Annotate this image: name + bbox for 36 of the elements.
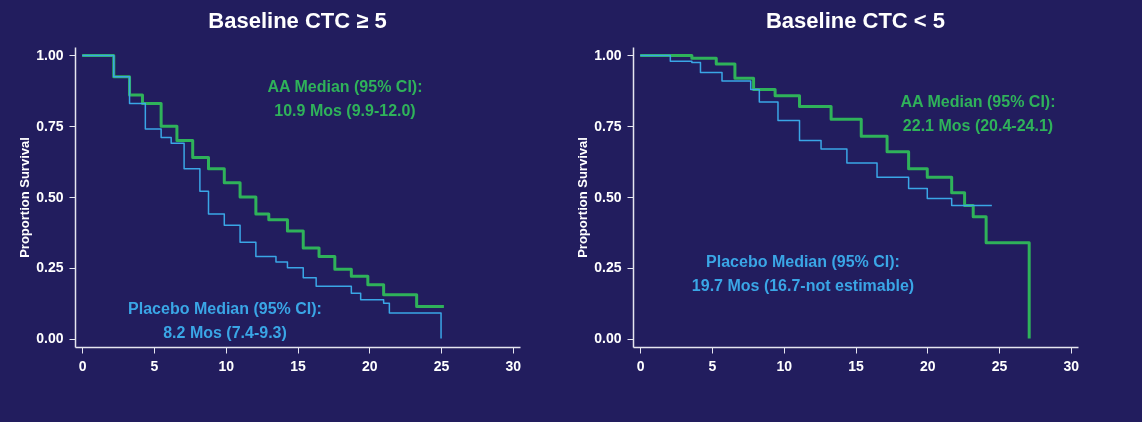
x-tick-label: 30	[505, 357, 522, 374]
x-tick-label: 20	[919, 357, 936, 374]
x-tick-label: 25	[433, 357, 450, 374]
annotation: AA Median (95% CI):	[267, 78, 423, 95]
y-tick-label: 0.00	[594, 330, 622, 347]
y-tick-label: 1.00	[594, 46, 622, 63]
annotation: Placebo Median (95% CI):	[706, 253, 900, 270]
x-tick-label: 10	[776, 357, 793, 374]
x-tick-label: 0	[636, 357, 645, 374]
x-tick-label: 25	[991, 357, 1008, 374]
y-tick-label: 0.25	[36, 259, 64, 276]
y-axis-title: Proportion Survival	[575, 137, 591, 258]
x-tick-label: 5	[150, 357, 159, 374]
y-axis-title: Proportion Survival	[17, 137, 33, 258]
annotation: AA Median (95% CI):	[900, 93, 1056, 110]
annotation: 22.1 Mos (20.4-24.1)	[902, 117, 1054, 134]
annotation: 19.7 Mos (16.7-not estimable)	[691, 277, 915, 294]
annotation: 8.2 Mos (7.4-9.3)	[163, 324, 287, 341]
y-tick-label: 0.00	[36, 330, 64, 347]
y-tick-label: 1.00	[36, 46, 64, 63]
x-tick-label: 15	[290, 357, 306, 374]
chart-title: Baseline CTC ≥ 5	[208, 8, 387, 33]
y-tick-label: 0.50	[594, 188, 622, 205]
x-tick-label: 0	[78, 357, 87, 374]
x-tick-label: 20	[361, 357, 378, 374]
x-tick-label: 10	[218, 357, 235, 374]
chart-title: Baseline CTC < 5	[765, 8, 946, 33]
annotation: 10.9 Mos (9.9-12.0)	[274, 102, 416, 119]
y-tick-label: 0.75	[36, 117, 64, 134]
y-tick-label: 0.50	[36, 188, 64, 205]
y-tick-label: 0.75	[594, 117, 622, 134]
x-tick-label: 5	[708, 357, 717, 374]
annotation: Placebo Median (95% CI):	[128, 300, 322, 317]
x-tick-label: 15	[848, 357, 864, 374]
x-tick-label: 30	[1063, 357, 1080, 374]
y-tick-label: 0.25	[594, 259, 622, 276]
